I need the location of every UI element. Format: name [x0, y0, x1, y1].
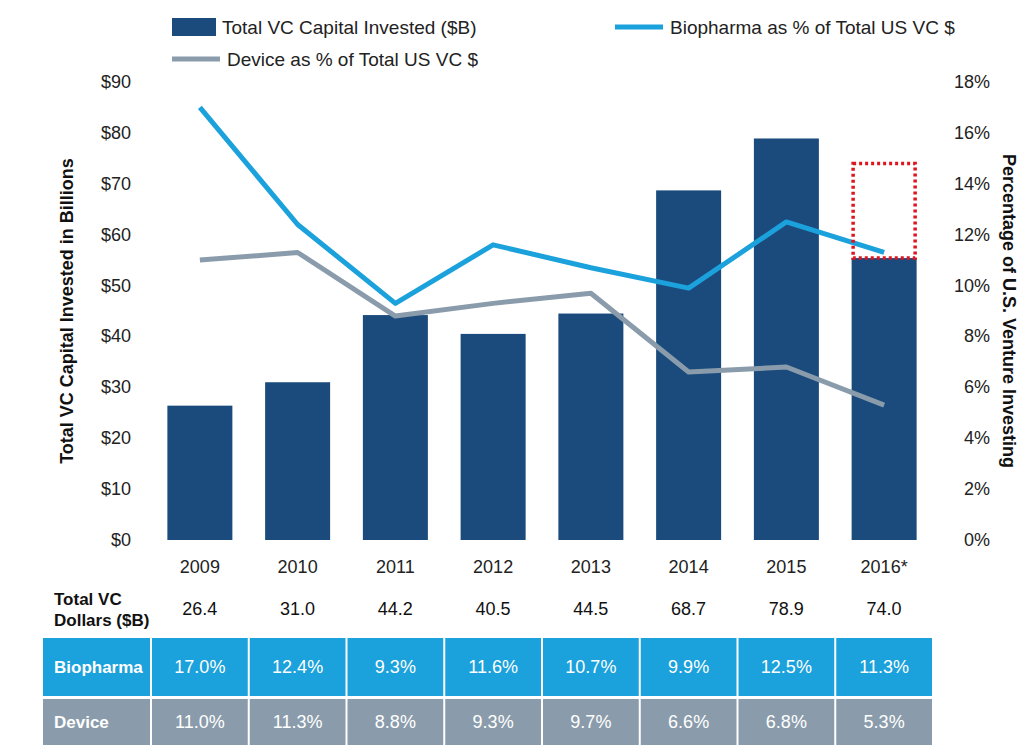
table-cell [152, 638, 248, 696]
table-value: 5.3% [864, 712, 905, 732]
table-row-label: Total VC [54, 590, 122, 609]
y2-axis-label: Percentage of U.S. Venture Investing [999, 154, 1019, 468]
table-value: 31.0 [280, 599, 315, 619]
legend-swatch [172, 57, 220, 62]
y2-tick-label: 8% [964, 326, 990, 346]
table-value: 9.3% [375, 657, 416, 677]
legend-swatch [615, 25, 663, 30]
bar [558, 314, 623, 540]
y-tick-label: $50 [101, 276, 131, 296]
y2-tick-label: 14% [954, 174, 990, 194]
y-tick-label: $20 [101, 428, 131, 448]
table-row-label: Dollars ($B) [54, 611, 149, 630]
table-value: 11.6% [468, 657, 518, 677]
table-value: 74.0 [867, 599, 902, 619]
table-cell [739, 699, 835, 745]
y-tick-label: $0 [111, 530, 131, 550]
legend-swatch [172, 18, 216, 36]
table-cell [836, 699, 932, 745]
projection-box [853, 163, 915, 258]
legend-label: Biopharma as % of Total US VC $ [670, 17, 955, 38]
x-tick-label: 2012 [473, 557, 513, 577]
table-value: 9.9% [668, 657, 709, 677]
line [200, 107, 884, 303]
table-value: 17.0% [174, 657, 225, 677]
y-tick-label: $80 [101, 123, 131, 143]
table-value: 44.5 [573, 599, 608, 619]
table-cell [836, 638, 932, 696]
table-cell [641, 699, 737, 745]
table-value: 11.0% [175, 712, 225, 732]
bar [167, 406, 232, 540]
line [200, 252, 884, 405]
bar [852, 258, 917, 540]
table-value: 12.5% [761, 657, 812, 677]
y-tick-label: $60 [101, 225, 131, 245]
x-tick-label: 2010 [278, 557, 318, 577]
table-value: 12.4% [272, 657, 323, 677]
table-cell [445, 699, 541, 745]
y2-tick-label: 12% [954, 225, 990, 245]
x-tick-label: 2011 [376, 557, 415, 577]
table-cell [250, 638, 346, 696]
table-cell [348, 699, 444, 745]
table-row-label: Device [54, 713, 109, 732]
table-value: 11.3% [273, 712, 323, 732]
table-row-label: Biopharma [54, 658, 143, 677]
y2-tick-label: 0% [964, 530, 990, 550]
x-tick-label: 2015 [766, 557, 806, 577]
y-tick-label: $40 [101, 326, 131, 346]
y-tick-label: $90 [101, 72, 131, 92]
table-cell [739, 638, 835, 696]
y-axis-label: Total VC Capital Invested in Billions [57, 158, 77, 464]
table-cell [543, 699, 639, 745]
y2-tick-label: 4% [964, 428, 990, 448]
table-cell [445, 638, 541, 696]
table-cell [348, 638, 444, 696]
x-tick-label: 2013 [571, 557, 611, 577]
y-tick-label: $70 [101, 174, 131, 194]
plot-area [167, 107, 916, 540]
table-cell [43, 699, 150, 745]
y-tick-label: $30 [101, 377, 131, 397]
table-value: 44.2 [378, 599, 413, 619]
table-cell [641, 638, 737, 696]
table-value: 8.8% [375, 712, 416, 732]
y2-tick-label: 10% [954, 276, 990, 296]
table-cell [152, 699, 248, 745]
table-value: 78.9 [769, 599, 804, 619]
chart: Total VC Capital Invested in Billions Per… [0, 0, 1024, 753]
table-value: 6.6% [668, 712, 709, 732]
table-cell [43, 638, 150, 696]
bar [461, 334, 526, 540]
table-value: 10.7% [565, 657, 616, 677]
y2-tick-label: 16% [954, 123, 990, 143]
x-tick-label: 2016* [861, 557, 908, 577]
y2-tick-label: 2% [964, 479, 990, 499]
x-tick-label: 2009 [180, 557, 220, 577]
table-value: 26.4 [182, 599, 217, 619]
bar [363, 315, 428, 540]
table-value: 9.7% [570, 712, 611, 732]
table-value: 6.8% [766, 712, 807, 732]
table-value: 9.3% [473, 712, 514, 732]
table-value: 11.3% [859, 657, 909, 677]
bar [754, 138, 819, 540]
bar [265, 382, 330, 540]
table-cell [543, 638, 639, 696]
y-tick-label: $10 [101, 479, 131, 499]
table-cell [250, 699, 346, 745]
y2-tick-label: 18% [954, 72, 990, 92]
x-tick-label: 2014 [669, 557, 709, 577]
table-value: 68.7 [671, 599, 706, 619]
legend-label: Total VC Capital Invested ($B) [222, 17, 477, 38]
table-value: 40.5 [476, 599, 511, 619]
y2-tick-label: 6% [964, 377, 990, 397]
bar [656, 190, 721, 540]
legend-label: Device as % of Total US VC $ [227, 49, 478, 70]
